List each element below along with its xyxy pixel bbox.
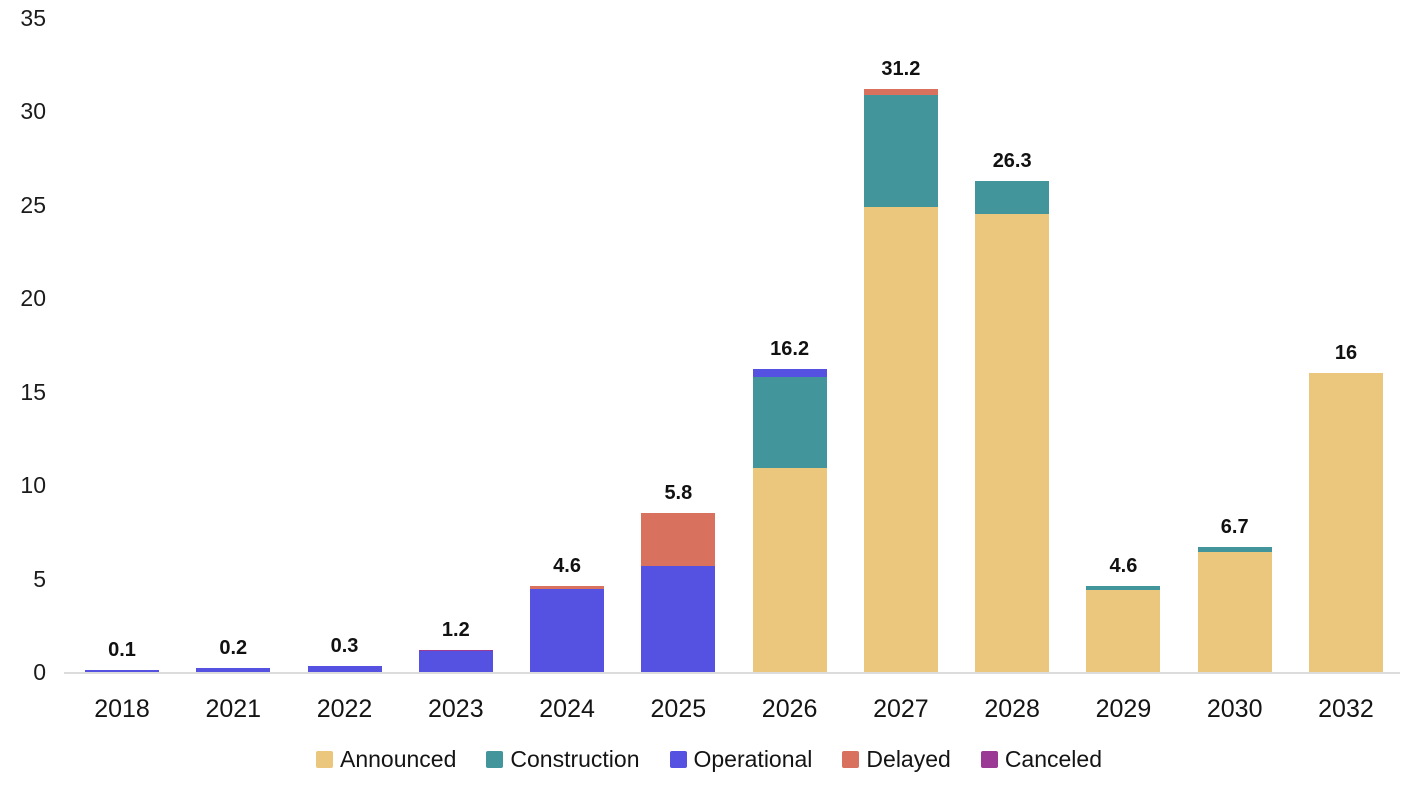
bar-2032 xyxy=(1308,373,1383,672)
x-axis-label: 2021 xyxy=(205,695,262,723)
bar-segment-announced xyxy=(1086,589,1161,672)
bar-segment-delayed xyxy=(863,89,938,95)
bar-segment-construction xyxy=(863,94,938,207)
bar-value-label: 0.3 xyxy=(330,635,359,658)
bar-2026 xyxy=(752,369,827,672)
legend-label: Construction xyxy=(510,745,640,772)
bar-segment-construction xyxy=(1086,586,1161,590)
bar-2028 xyxy=(975,180,1050,672)
x-axis-label: 2022 xyxy=(316,695,373,723)
legend-item-canceled: Canceled xyxy=(980,745,1102,773)
bar-segment-announced xyxy=(1197,552,1272,672)
bar-segment-operational xyxy=(530,588,605,672)
bar-2025 xyxy=(641,513,716,672)
x-axis-label: 2023 xyxy=(427,695,484,723)
legend-label: Announced xyxy=(339,745,457,772)
bar-2023 xyxy=(418,649,493,672)
x-axis-label: 2026 xyxy=(761,695,818,723)
y-axis-tick-label: 0 xyxy=(33,659,46,685)
bar-value-label: 26.3 xyxy=(992,149,1032,172)
bar-segment-announced xyxy=(975,214,1050,672)
bar-segment-operational xyxy=(418,651,493,672)
bar-value-label: 0.1 xyxy=(108,639,136,662)
bar-segment-announced xyxy=(752,468,827,672)
legend: Announced Construction Operational Delayed C… xyxy=(0,742,1418,776)
bar-value-label: 4.6 xyxy=(1109,555,1138,578)
x-axis-line xyxy=(64,672,1400,674)
y-axis-tick-label: 35 xyxy=(20,5,46,31)
x-axis-label: 2018 xyxy=(94,695,150,723)
bar-segment-operational xyxy=(641,565,716,672)
legend-item-operational: Operational xyxy=(669,745,813,773)
bar-value-label: 6.7 xyxy=(1220,515,1249,538)
bar-segment-construction xyxy=(975,180,1050,215)
x-axis-label: 2025 xyxy=(650,695,707,723)
bar-value-label: 31.2 xyxy=(881,58,921,80)
bar-value-label: 1.2 xyxy=(441,618,470,641)
bar-2018 xyxy=(85,670,159,672)
x-axis-label: 2032 xyxy=(1318,695,1374,723)
legend-item-delayed: Delayed xyxy=(842,745,951,773)
y-axis-tick-label: 5 xyxy=(33,565,46,592)
bar-segment-announced xyxy=(863,206,938,672)
bar-segment-announced xyxy=(1308,373,1383,672)
x-axis-label: 2024 xyxy=(539,695,595,723)
bar-2021 xyxy=(196,668,271,672)
x-axis-label: 2029 xyxy=(1095,695,1152,723)
x-axis-label: 2028 xyxy=(984,695,1040,723)
legend-label: Operational xyxy=(693,745,813,772)
bar-2027 xyxy=(863,89,938,672)
legend-swatch-icon xyxy=(842,750,860,768)
legend-label: Canceled xyxy=(1004,745,1102,772)
bar-value-label: 5.8 xyxy=(664,482,693,505)
legend-swatch-icon xyxy=(980,750,998,768)
bar-segment-operational xyxy=(196,668,271,672)
bar-2030 xyxy=(1197,546,1272,672)
bar-segment-operational xyxy=(307,666,382,672)
bar-segment-operational xyxy=(85,670,159,672)
bar-value-label: 16 xyxy=(1334,342,1358,365)
bar-value-label: 4.6 xyxy=(553,555,581,578)
x-axis-label: 2027 xyxy=(873,695,929,723)
y-axis-tick-label: 20 xyxy=(20,285,46,312)
legend-label: Delayed xyxy=(866,745,951,772)
bar-segment-construction xyxy=(752,376,827,469)
bar-2029 xyxy=(1086,586,1161,672)
x-axis-label: 2030 xyxy=(1206,695,1263,723)
y-axis-tick-label: 25 xyxy=(20,191,46,218)
bar-segment-delayed xyxy=(641,513,716,566)
bar-2022 xyxy=(307,666,382,672)
y-axis-tick-label: 15 xyxy=(20,378,46,405)
bar-value-label: 0.2 xyxy=(219,637,248,660)
legend-swatch-icon xyxy=(486,750,504,768)
bar-segment-canceled xyxy=(418,649,493,652)
bar-segment-delayed xyxy=(530,586,605,589)
legend-item-announced: Announced xyxy=(315,745,457,773)
bar-segment-operational xyxy=(752,369,827,377)
bar-segment-construction xyxy=(1197,546,1272,553)
y-axis-tick-label: 30 xyxy=(20,98,46,125)
bar-value-label: 16.2 xyxy=(770,338,810,361)
y-axis-tick-label: 10 xyxy=(20,472,46,499)
bar-2024 xyxy=(530,586,605,672)
legend-swatch-icon xyxy=(315,750,333,768)
legend-item-construction: Construction xyxy=(486,745,640,773)
legend-swatch-icon xyxy=(669,750,687,768)
